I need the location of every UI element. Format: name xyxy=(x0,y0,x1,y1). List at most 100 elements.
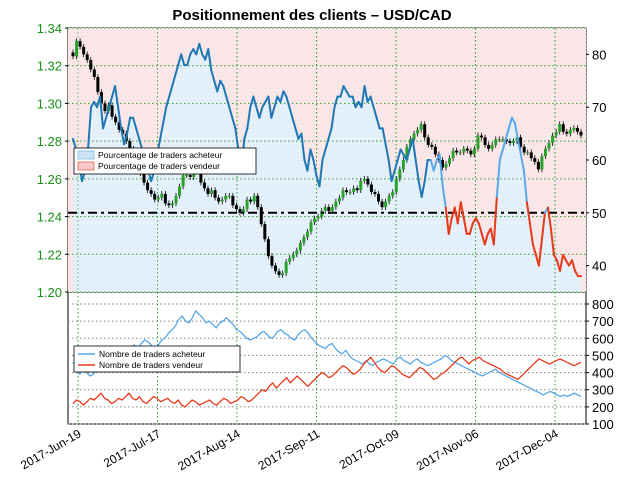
candle-down xyxy=(153,193,157,200)
candle-up xyxy=(75,41,79,57)
candle-up xyxy=(334,201,338,208)
sentiment-segment xyxy=(180,53,186,66)
candle-down xyxy=(455,150,459,153)
x-tick-label: 2017-Aug-14 xyxy=(175,426,242,473)
candle-up xyxy=(160,193,164,198)
sentiment-segment xyxy=(525,201,531,225)
sentiment-segment xyxy=(510,116,516,125)
candle-down xyxy=(483,137,487,145)
candle-down xyxy=(433,146,437,155)
sentiment-segment xyxy=(306,148,312,172)
sentiment-segment xyxy=(318,159,324,188)
candle-down xyxy=(146,182,150,191)
candle-down xyxy=(163,193,167,204)
sentiment-segment xyxy=(552,254,558,262)
count-legend-label-short: Nombre de traders vendeur xyxy=(99,360,203,370)
sentiment-segment xyxy=(498,148,504,161)
candle-down xyxy=(327,207,331,211)
count-tick-label: 200 xyxy=(592,400,614,415)
price-legend: Pourcentage de traders acheteur Pourcent… xyxy=(73,147,257,175)
x-tick-label: 2017-Jun-19 xyxy=(18,426,84,472)
candle-down xyxy=(369,184,373,193)
candle-up xyxy=(501,139,505,141)
candle-down xyxy=(206,188,210,194)
sentiment-segment xyxy=(102,116,108,130)
candle-up xyxy=(210,190,214,194)
candle-up xyxy=(316,216,320,219)
candle-down xyxy=(487,144,491,149)
candle-up xyxy=(543,148,547,157)
candle-down xyxy=(579,131,583,136)
sentiment-segment xyxy=(300,132,306,161)
candle-up xyxy=(490,144,494,149)
sentiment-segment xyxy=(423,159,429,183)
legend-swatch-short xyxy=(77,161,95,171)
candle-down xyxy=(96,77,100,93)
candle-down xyxy=(234,205,238,210)
sentiment-segment xyxy=(168,85,174,98)
candle-up xyxy=(458,152,462,154)
sentiment-segment xyxy=(477,222,483,235)
candle-up xyxy=(305,231,309,238)
candle-up xyxy=(337,197,341,202)
candle-up xyxy=(352,188,356,193)
sentiment-segment xyxy=(162,106,168,125)
sentiment-segment xyxy=(309,148,315,161)
candle-up xyxy=(170,203,174,206)
candle-down xyxy=(89,60,93,70)
legend-label-short: Pourcentage de traders vendeur xyxy=(98,161,220,171)
candle-down xyxy=(373,192,377,194)
sentiment-segment xyxy=(219,79,225,88)
candle-up xyxy=(387,195,391,202)
sentiment-segment xyxy=(396,148,402,161)
legend-label-long: Pourcentage de traders acheteur xyxy=(98,150,222,160)
sentiment-segment xyxy=(216,79,222,93)
candle-down xyxy=(238,209,242,213)
candle-up xyxy=(512,141,516,144)
sentiment-line xyxy=(72,42,582,278)
sentiment-segment xyxy=(459,201,465,220)
sentiment-segment xyxy=(171,74,177,88)
candle-up xyxy=(568,129,572,134)
candle-down xyxy=(213,190,217,198)
candle-down xyxy=(128,141,132,149)
candle-down xyxy=(522,146,526,153)
left-tick-label: 1.26 xyxy=(37,172,62,187)
candle-up xyxy=(572,127,576,130)
x-tick-label: 2017-Nov-06 xyxy=(414,426,481,473)
candle-down xyxy=(366,178,370,185)
candle-up xyxy=(401,160,405,170)
candle-down xyxy=(249,199,253,202)
candle-down xyxy=(110,105,114,117)
sentiment-segment xyxy=(558,254,564,272)
sentiment-segment xyxy=(420,180,426,198)
sentiment-segment xyxy=(369,95,375,109)
left-tick-label: 1.28 xyxy=(37,134,62,149)
candle-down xyxy=(575,127,579,132)
sentiment-segment xyxy=(174,63,180,77)
candle-up xyxy=(540,156,544,170)
left-axis: 1.34 1.32 1.30 1.28 1.26 1.24 1.22 1.20 xyxy=(37,21,68,300)
candle-down xyxy=(440,160,444,168)
sentiment-segment xyxy=(381,127,387,146)
count-tick-label: 800 xyxy=(592,297,614,312)
sentiment-segment xyxy=(405,148,411,161)
candle-up xyxy=(252,195,256,202)
candle-up xyxy=(494,139,498,145)
sentiment-segment xyxy=(339,85,345,98)
candle-up xyxy=(359,180,363,191)
candle-up xyxy=(323,207,327,211)
sentiment-segment xyxy=(327,127,333,140)
candle-down xyxy=(508,141,512,144)
candle-up xyxy=(220,199,224,202)
left-tick-label: 1.20 xyxy=(37,285,62,300)
sentiment-segment xyxy=(432,159,438,172)
candle-up xyxy=(309,222,313,232)
candle-up xyxy=(298,242,302,251)
candle-up xyxy=(526,152,530,154)
sentiment-segment xyxy=(288,106,294,119)
sentiment-segment xyxy=(252,95,258,109)
sentiment-segment xyxy=(117,106,123,130)
candle-down xyxy=(423,124,427,138)
